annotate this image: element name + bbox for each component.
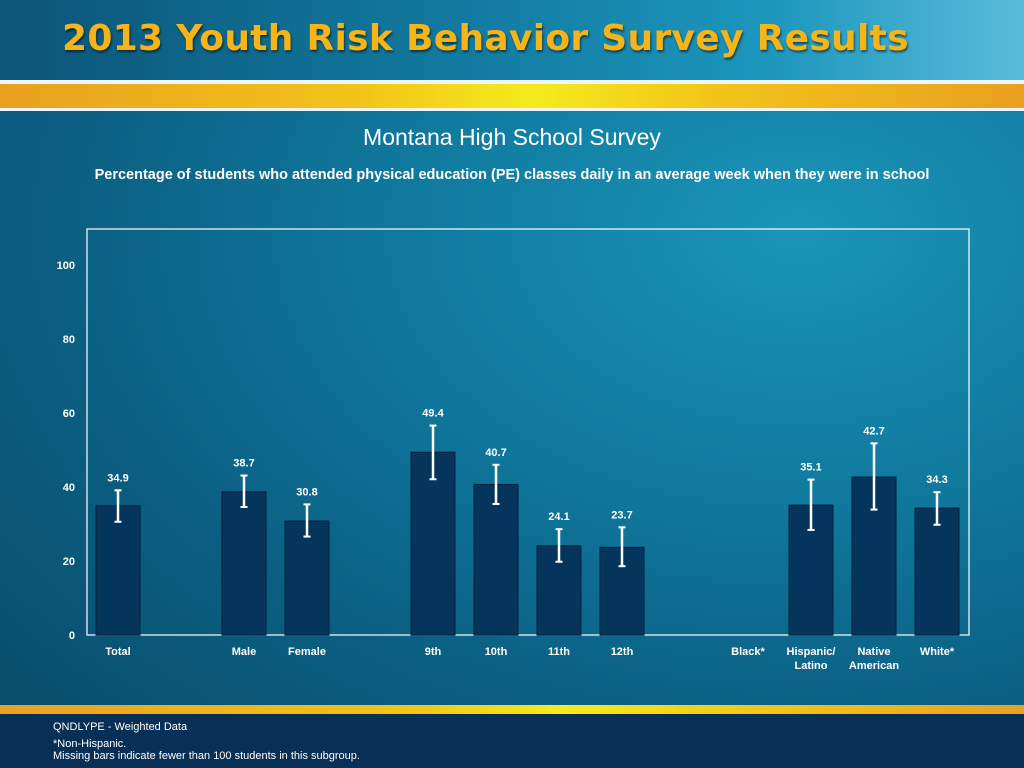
chart-subtitle: Montana High School Survey [363,124,661,150]
x-tick-label: 11th [548,646,570,658]
divider-white-bottom [0,108,1024,111]
x-tick-label: 12th [611,646,634,658]
x-tick-label: Black* [731,646,765,658]
footer-note-variable: QNDLYPE - Weighted Data [53,721,188,733]
bar [473,483,519,636]
divider-gold-band [0,84,1024,108]
data-label: 34.3 [926,474,947,486]
y-tick-label: 20 [63,556,75,568]
data-label: 34.9 [107,472,128,484]
data-label: 23.7 [611,509,632,521]
bar [221,491,267,636]
title-banner: 2013 Youth Risk Behavior Survey Results [0,0,1024,80]
data-label: 42.7 [863,425,884,437]
y-tick-label: 60 [63,408,75,420]
bar [914,507,960,636]
x-tick-label: 9th [425,646,442,658]
footer-note-nonhispanic: *Non-Hispanic. [53,738,127,750]
bar [410,451,456,636]
slide-title: 2013 Youth Risk Behavior Survey Results [62,18,909,59]
x-tick-label: Female [288,646,326,658]
x-tick-label: White* [920,646,955,658]
y-tick-label: 80 [63,334,75,346]
bar [284,520,330,636]
x-tick-label: 10th [485,646,508,658]
x-tick-label: Total [105,646,130,658]
x-tick-label: American [849,660,899,672]
data-label: 38.7 [233,458,254,470]
footer-gold-band [0,705,1024,714]
y-tick-label: 100 [57,260,75,272]
plot-frame [86,228,970,636]
y-tick-label: 40 [63,482,75,494]
x-tick-label: Latino [795,660,828,672]
y-tick-label: 0 [69,630,75,642]
bar [95,505,141,636]
data-label: 24.1 [548,511,569,523]
data-label: 40.7 [485,447,506,459]
chart-description: Percentage of students who attended phys… [94,167,930,183]
x-tick-label: Hispanic/ [787,646,836,658]
data-label: 35.1 [800,462,821,474]
x-tick-label: Male [232,646,256,658]
footer-note-missing: Missing bars indicate fewer than 100 stu… [53,750,360,762]
footer: QNDLYPE - Weighted Data *Non-Hispanic. M… [0,714,1024,768]
data-label: 30.8 [296,486,317,498]
divider-white-top [0,80,1024,84]
data-label: 49.4 [422,408,444,420]
x-tick-label: Native [857,646,890,658]
